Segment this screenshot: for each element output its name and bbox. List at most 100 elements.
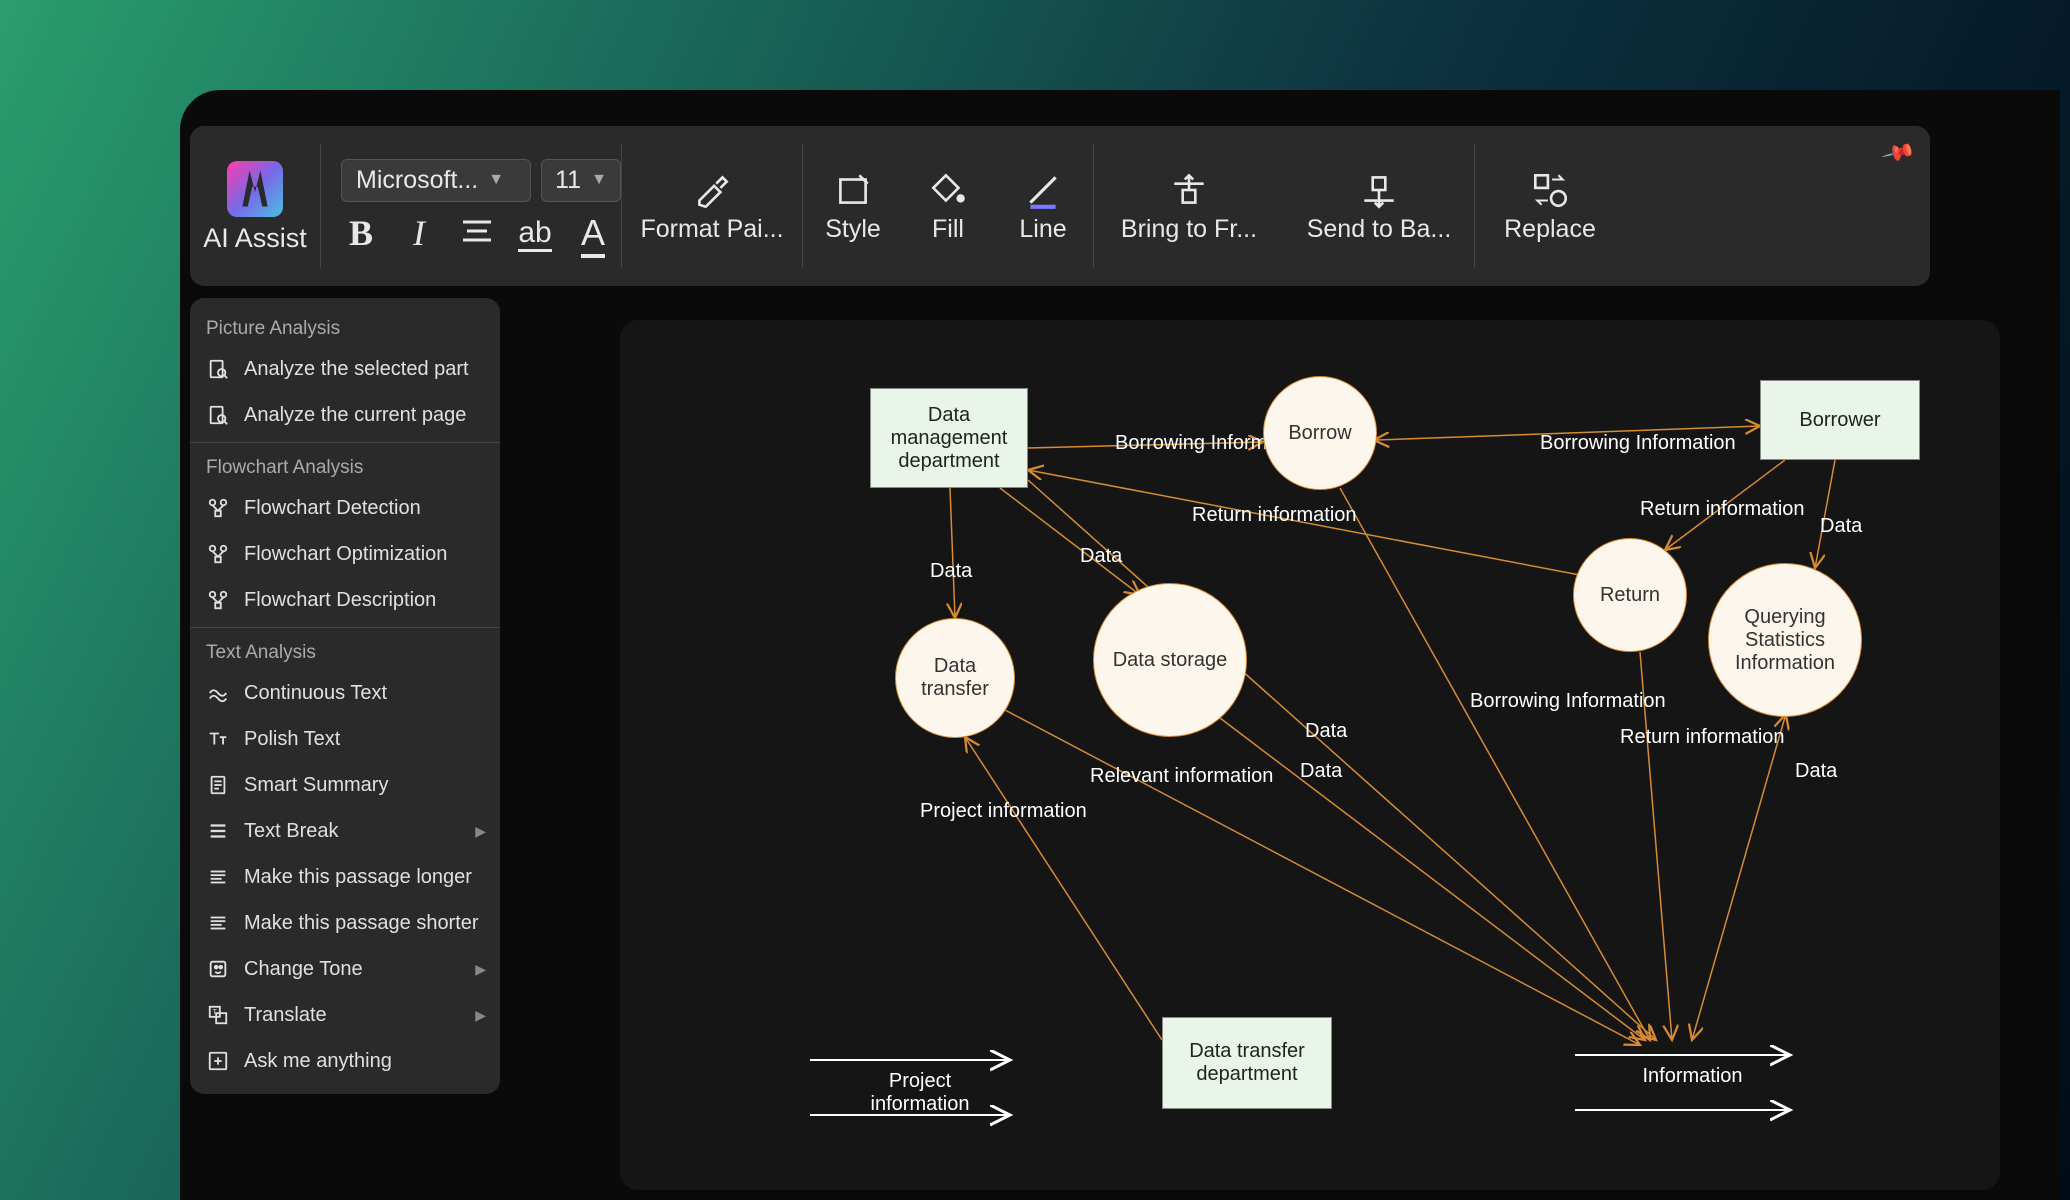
svg-text:T: T <box>213 1007 218 1016</box>
sidebar-item[interactable]: Flowchart Optimization <box>190 531 500 577</box>
flowchart-node[interactable]: Data storage <box>1093 583 1247 737</box>
font-family-select[interactable]: Microsoft...▼ <box>341 159 531 202</box>
sidebar-item-label: Translate <box>244 1004 327 1027</box>
replace-icon <box>1529 169 1571 211</box>
ai-logo-icon <box>227 161 283 217</box>
chevron-right-icon: ▶ <box>475 1007 486 1024</box>
pin-icon[interactable]: 📌 <box>1880 135 1917 171</box>
sidebar-item[interactable]: Ask me anything <box>190 1038 500 1084</box>
sidebar-item[interactable]: Make this passage longer <box>190 854 500 900</box>
replace-label: Replace <box>1504 215 1596 244</box>
ai-assist-button[interactable]: AI Assist <box>190 126 320 286</box>
para-icon <box>206 865 230 889</box>
fill-label: Fill <box>932 215 964 244</box>
sidebar-item-label: Text Break <box>244 820 338 843</box>
format-painter-label: Format Pai... <box>640 215 783 244</box>
format-painter-button[interactable]: Format Pai... <box>622 126 802 286</box>
search-doc-icon <box>206 357 230 381</box>
trans-icon: T <box>206 1003 230 1027</box>
chevron-right-icon: ▶ <box>475 823 486 840</box>
style-icon <box>832 169 874 211</box>
ab-button[interactable]: ab <box>515 216 555 250</box>
replace-button[interactable]: Replace <box>1475 126 1625 286</box>
toolbar: 📌 AI Assist Microsoft...▼ 11▼ B I ab A F… <box>190 126 1930 286</box>
sidebar-item[interactable]: Change Tone▶ <box>190 946 500 992</box>
edge-label: Data <box>1300 760 1342 783</box>
edge-label: Return information <box>1640 498 1805 521</box>
tt-icon <box>206 727 230 751</box>
font-size-label: 11 <box>555 166 581 195</box>
flow-icon <box>206 496 230 520</box>
bring-front-label: Bring to Fr... <box>1121 215 1257 244</box>
edge-label: Borrowing Information <box>1470 690 1666 713</box>
ai-sidebar: Picture Analysis Analyze the selected par… <box>190 298 500 1094</box>
font-family-label: Microsoft... <box>356 166 478 195</box>
sink-label: Project information <box>850 1070 990 1116</box>
sidebar-item[interactable]: Polish Text <box>190 716 500 762</box>
ai-assist-label: AI Assist <box>203 223 307 254</box>
font-group: Microsoft...▼ 11▼ B I ab A <box>321 126 621 286</box>
doc-icon <box>206 773 230 797</box>
flowchart-node[interactable]: Data transfer <box>895 618 1015 738</box>
edge-label: Data <box>930 560 972 583</box>
font-size-select[interactable]: 11▼ <box>541 159 621 202</box>
edge-label: Borrowing Information <box>1540 432 1736 455</box>
sidebar-section-header: Flowchart Analysis <box>190 447 500 485</box>
tone-icon <box>206 957 230 981</box>
font-color-button[interactable]: A <box>573 212 613 254</box>
sidebar-item[interactable]: Continuous Text <box>190 670 500 716</box>
flowchart-node[interactable]: Data transfer department <box>1162 1017 1332 1109</box>
sidebar-item-label: Flowchart Optimization <box>244 543 447 566</box>
sidebar-item-label: Analyze the current page <box>244 404 466 427</box>
sidebar-item[interactable]: T Translate ▶ <box>190 992 500 1038</box>
sink-label: Information <box>1623 1065 1763 1088</box>
sidebar-item[interactable]: Make this passage shorter <box>190 900 500 946</box>
sidebar-item-label: Flowchart Description <box>244 589 436 612</box>
bring-front-icon <box>1168 169 1210 211</box>
send-back-label: Send to Ba... <box>1307 215 1452 244</box>
bring-front-button[interactable]: Bring to Fr... <box>1094 126 1284 286</box>
send-back-icon <box>1358 169 1400 211</box>
sidebar-item-label: Analyze the selected part <box>244 358 469 381</box>
app-window: 📌 AI Assist Microsoft...▼ 11▼ B I ab A F… <box>180 90 2060 1200</box>
sidebar-item[interactable]: Analyze the current page <box>190 392 500 438</box>
fill-button[interactable]: Fill <box>903 126 993 286</box>
sidebar-item[interactable]: Flowchart Detection <box>190 485 500 531</box>
sidebar-item-label: Flowchart Detection <box>244 497 421 520</box>
flow-icon <box>206 542 230 566</box>
sidebar-section-header: Picture Analysis <box>190 308 500 346</box>
send-back-button[interactable]: Send to Ba... <box>1284 126 1474 286</box>
line-button[interactable]: Line <box>993 126 1093 286</box>
sidebar-item-label: Smart Summary <box>244 774 388 797</box>
flowchart-node[interactable]: Borrow <box>1263 376 1377 490</box>
brush-icon <box>691 169 733 211</box>
flowchart-node[interactable]: Borrower <box>1760 380 1920 460</box>
flowchart-node[interactable]: Querying Statistics Information <box>1708 563 1862 717</box>
align-button[interactable] <box>457 212 497 254</box>
edge-label: Data <box>1820 515 1862 538</box>
flowchart-node[interactable]: Data management department <box>870 388 1028 488</box>
line-icon <box>1022 169 1064 211</box>
fill-icon <box>927 169 969 211</box>
list-icon <box>206 819 230 843</box>
sidebar-item[interactable]: Analyze the selected part <box>190 346 500 392</box>
sidebar-item-label: Continuous Text <box>244 682 387 705</box>
edge-label: Relevant information <box>1090 765 1273 788</box>
italic-button[interactable]: I <box>399 212 439 254</box>
style-button[interactable]: Style <box>803 126 903 286</box>
edge-label: Return information <box>1192 504 1357 527</box>
flowchart-canvas[interactable]: Borrowing Information Borrowing Informati… <box>620 320 2000 1190</box>
sidebar-item[interactable]: Smart Summary <box>190 762 500 808</box>
edge-label: Project information <box>920 800 1087 823</box>
flowchart-node[interactable]: Return <box>1573 538 1687 652</box>
para-icon <box>206 911 230 935</box>
sidebar-item-label: Polish Text <box>244 728 340 751</box>
plus-icon <box>206 1049 230 1073</box>
bold-button[interactable]: B <box>341 212 381 254</box>
line-label: Line <box>1019 215 1066 244</box>
style-label: Style <box>825 215 881 244</box>
sidebar-item[interactable]: Flowchart Description <box>190 577 500 623</box>
sidebar-item-label: Change Tone <box>244 958 363 981</box>
sidebar-item-label: Ask me anything <box>244 1050 392 1073</box>
sidebar-item[interactable]: Text Break ▶ <box>190 808 500 854</box>
